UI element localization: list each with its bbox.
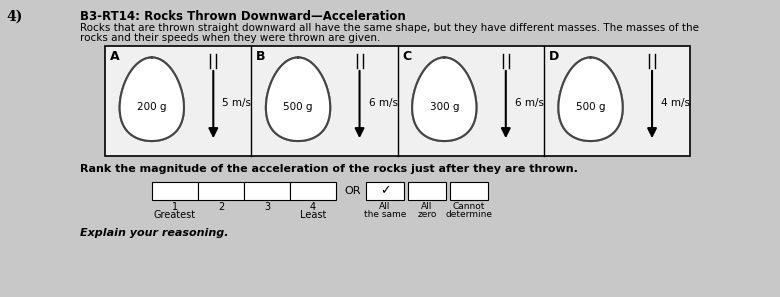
Text: 4 m/s: 4 m/s	[661, 98, 690, 108]
Text: 500 g: 500 g	[576, 102, 605, 112]
Text: OR: OR	[344, 186, 360, 196]
Text: B: B	[257, 50, 266, 63]
Text: the same: the same	[363, 210, 406, 219]
Polygon shape	[558, 57, 622, 141]
Bar	[290, 182, 336, 200]
Polygon shape	[412, 57, 477, 141]
Text: 200 g: 200 g	[137, 102, 167, 112]
Bar	[244, 182, 290, 200]
Bar	[152, 182, 198, 200]
Text: A: A	[110, 50, 119, 63]
Text: 6 m/s: 6 m/s	[515, 98, 544, 108]
Polygon shape	[119, 57, 184, 141]
Text: Greatest: Greatest	[154, 210, 196, 220]
Bar	[408, 182, 446, 200]
Text: Rank the magnitude of the acceleration of the rocks just after they are thrown.: Rank the magnitude of the acceleration o…	[80, 164, 578, 174]
Text: All: All	[379, 202, 391, 211]
Text: C: C	[402, 50, 412, 63]
Text: Cannot: Cannot	[453, 202, 485, 211]
Bar	[105, 46, 690, 156]
Polygon shape	[266, 57, 330, 141]
Text: Explain your reasoning.: Explain your reasoning.	[80, 228, 229, 238]
Bar	[366, 182, 404, 200]
Text: Rocks that are thrown straight downward all have the same shape, but they have d: Rocks that are thrown straight downward …	[80, 23, 699, 33]
Text: zero: zero	[417, 210, 437, 219]
Text: 1: 1	[172, 202, 178, 212]
Text: 500 g: 500 g	[283, 102, 313, 112]
Text: 6 m/s: 6 m/s	[369, 98, 398, 108]
Text: 300 g: 300 g	[430, 102, 459, 112]
Text: ✓: ✓	[380, 184, 390, 198]
Text: 4): 4)	[6, 10, 23, 24]
Text: 4: 4	[310, 202, 316, 212]
Text: D: D	[549, 50, 559, 63]
Text: Least: Least	[300, 210, 326, 220]
Text: All: All	[421, 202, 433, 211]
Bar	[198, 182, 244, 200]
Text: B3-RT14: Rocks Thrown Downward—Acceleration: B3-RT14: Rocks Thrown Downward—Accelerat…	[80, 10, 406, 23]
Text: 3: 3	[264, 202, 270, 212]
Text: rocks and their speeds when they were thrown are given.: rocks and their speeds when they were th…	[80, 33, 381, 43]
Text: 2: 2	[218, 202, 224, 212]
Text: 5 m/s: 5 m/s	[222, 98, 251, 108]
Text: determine: determine	[445, 210, 492, 219]
Bar	[450, 182, 488, 200]
